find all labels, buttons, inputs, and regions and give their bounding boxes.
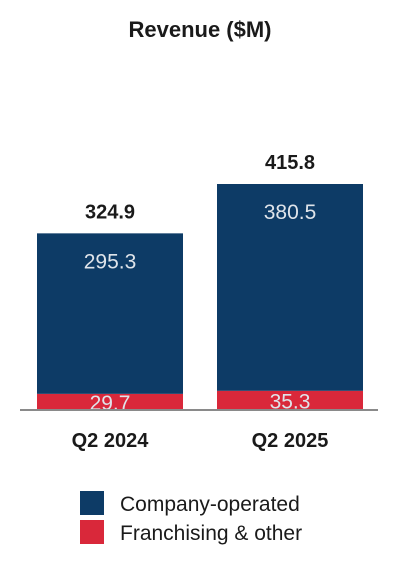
- legend-swatch-franchising-other: [80, 520, 104, 544]
- legend-label-franchising-other: Franchising & other: [120, 522, 302, 545]
- legend-swatch-company-operated: [80, 491, 104, 515]
- x-tick-label-q2-2024: Q2 2024: [72, 430, 150, 452]
- data-label-company-operated-q2-2024: 295.3: [84, 250, 137, 273]
- bar-franchising-other-q2-2025: [217, 390, 363, 410]
- bar-company-operated-q2-2025: [217, 184, 363, 391]
- bar-franchising-other-q2-2024: [37, 393, 183, 410]
- total-label-q2-2025: 415.8: [265, 152, 315, 174]
- data-label-franchising-other-q2-2024: 29.7: [90, 392, 131, 415]
- x-tick-label-q2-2025: Q2 2025: [252, 430, 329, 452]
- bar-company-operated-q2-2024: [37, 233, 183, 394]
- legend-label-company-operated: Company-operated: [120, 493, 300, 516]
- total-label-q2-2024: 324.9: [85, 201, 135, 223]
- data-label-franchising-other-q2-2025: 35.3: [270, 390, 311, 413]
- chart-title: Revenue ($M): [128, 17, 272, 42]
- data-label-company-operated-q2-2025: 380.5: [264, 201, 317, 224]
